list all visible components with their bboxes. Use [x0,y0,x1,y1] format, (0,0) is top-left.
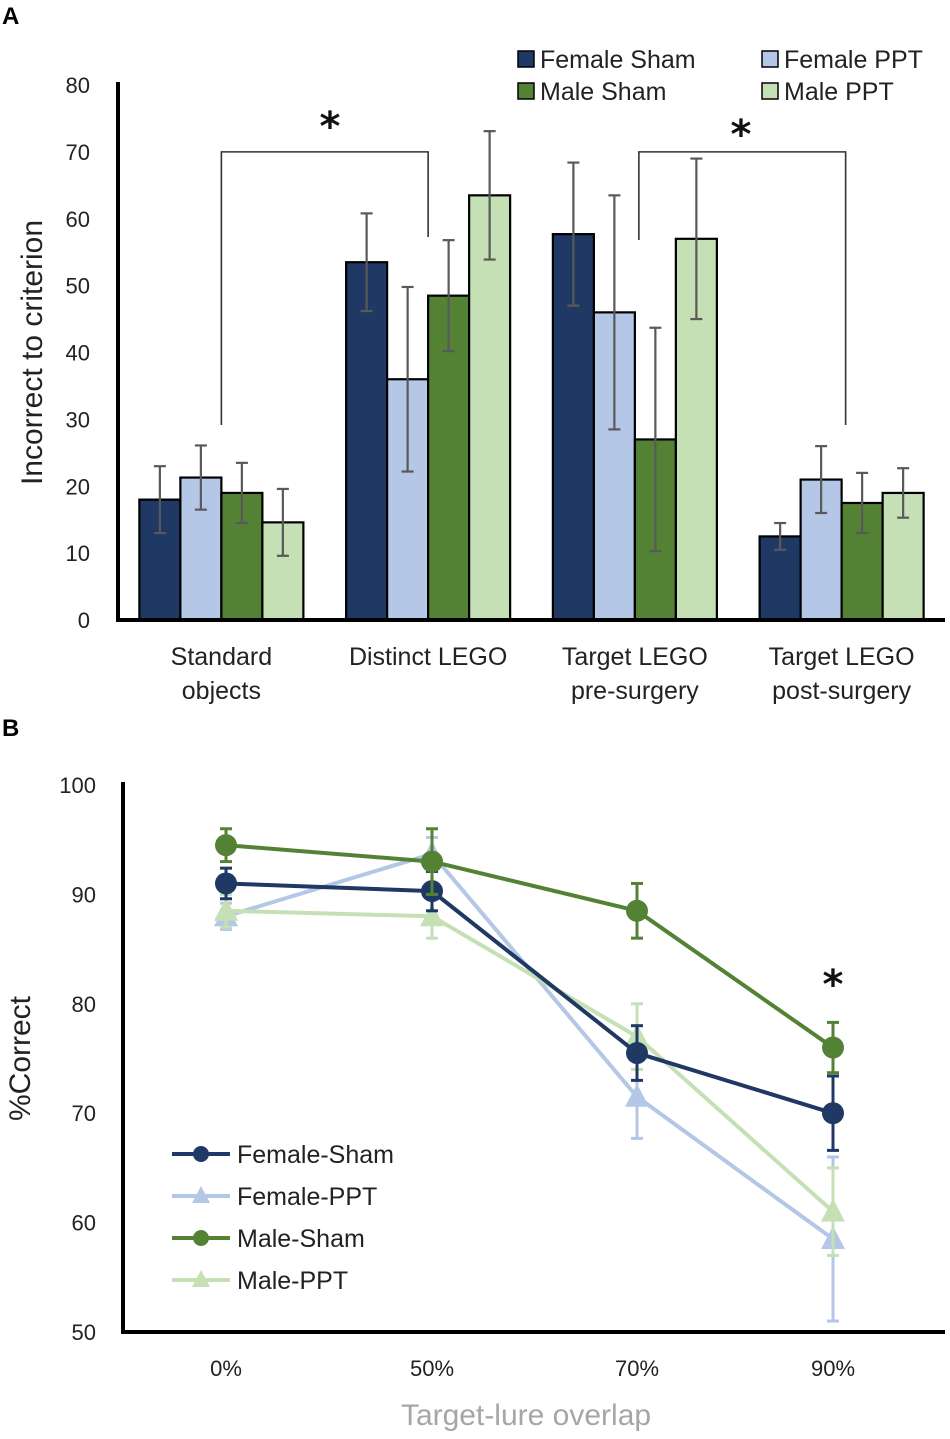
line-male-sham [225,843,835,1050]
panel-a-bar-chart: 0 10 20 30 40 50 60 70 80 Incorrect to criterion S… [16,46,945,705]
point-female-sham-0 [215,872,237,895]
point-male-sham-1 [421,850,443,873]
x-axis-title: Target-lure overlap [401,1399,651,1432]
legend-label-female-ppt: Female-PPT [237,1183,377,1211]
legend-marker-female-ppt [192,1186,210,1203]
y-tick-label: 30 [66,407,90,432]
x-category-label: Target LEGO [562,643,708,671]
x-category-label: objects [182,677,261,705]
y-tick-label: 50 [72,1320,96,1345]
x-category-label: post-surgery [772,677,911,705]
x-tick-label: 70% [615,1356,659,1381]
point-female-sham-2 [626,1042,648,1065]
x-tick-label: 50% [410,1356,454,1381]
y-tick-label: 40 [66,341,90,366]
significance-star: * [731,112,752,158]
y-tick-label: 70 [72,1101,96,1126]
y-tick-label: 50 [66,274,90,299]
legend-marker-female-sham [193,1146,209,1162]
point-male-ppt-1 [420,903,444,927]
panel-b-line-chart: 50 60 70 80 90 100 %Correct 0% 50% 70% 90% Target-l… [4,773,945,1432]
legend-marker-male-ppt [192,1270,210,1287]
legend-label-female-sham: Female Sham [540,46,696,74]
line-female-sham [225,881,834,1116]
y-tick-label: 70 [66,140,90,165]
point-female-ppt-2 [625,1083,649,1107]
y-axis-title: %Correct [4,995,37,1121]
y-axis-title: Incorrect to criterion [16,220,49,485]
panel-a-letter: A [2,3,19,30]
y-tick-label: 0 [78,608,90,633]
legend-swatch-female-sham [517,50,535,68]
significance-bracket [638,151,847,425]
x-category-label: Standard [171,643,272,671]
point-male-sham-0 [215,834,237,857]
y-tick-label: 100 [59,773,96,798]
x-tick-label: 90% [811,1356,855,1381]
y-tick-label: 60 [72,1211,96,1236]
legend-label-male-ppt: Male PPT [784,78,894,106]
legend-label-female-ppt: Female PPT [784,46,923,74]
y-tick-label: 80 [66,73,90,98]
legend-label-male-sham: Male Sham [540,78,666,106]
x-category-label: Distinct LEGO [349,643,507,671]
legend-label-male-ppt: Male-PPT [237,1267,348,1295]
legend-label-female-sham: Female-Sham [237,1141,394,1169]
point-male-sham-3 [822,1036,844,1059]
legend-label-male-sham: Male-Sham [237,1225,365,1253]
legend-swatch-male-ppt [761,82,779,100]
significance-star: * [320,104,341,150]
point-male-ppt-0 [214,897,238,921]
x-category-label: pre-surgery [571,677,699,705]
significance-star: * [823,962,844,1008]
line-male-ppt [225,908,835,1214]
x-tick-label: 0% [210,1356,242,1381]
significance-bracket [220,151,429,425]
y-tick-label: 80 [72,992,96,1017]
point-female-sham-3 [822,1102,844,1125]
y-tick-label: 10 [66,541,90,566]
x-category-label: Target LEGO [769,643,915,671]
bar-male-ppt-1 [468,194,512,622]
legend-marker-male-sham [193,1230,209,1246]
y-tick-label: 90 [72,882,96,907]
point-male-sham-2 [626,899,648,922]
y-tick-label: 20 [66,474,90,499]
legend-swatch-male-sham [517,82,535,100]
y-tick-label: 60 [66,207,90,232]
bar-female-sham-1 [345,261,389,622]
legend-swatch-female-ppt [761,50,779,68]
panel-b-letter: B [2,715,19,742]
point-male-ppt-3 [821,1198,845,1222]
